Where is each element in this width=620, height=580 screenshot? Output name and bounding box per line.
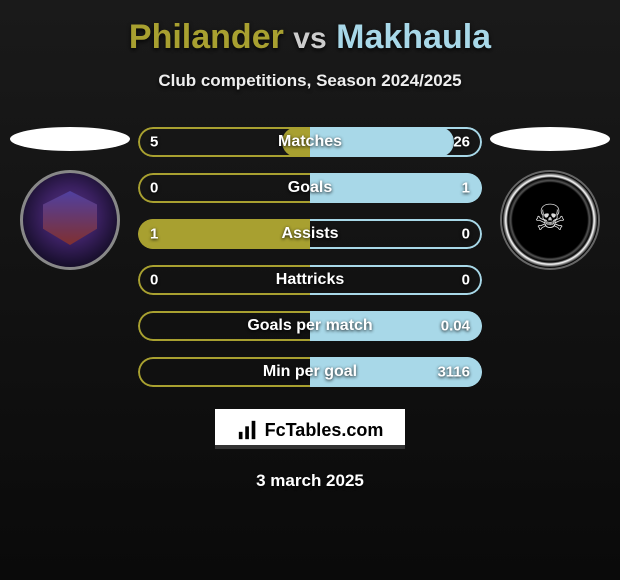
stat-row: Goals 0 1 — [138, 173, 482, 203]
stat-row: Hattricks 0 0 — [138, 265, 482, 295]
flag-right — [490, 127, 610, 151]
date-text: 3 march 2025 — [256, 471, 364, 491]
bar-chart-icon — [237, 419, 259, 441]
stat-value-right: 0 — [462, 226, 470, 243]
stat-value-right: 1 — [462, 180, 470, 197]
stat-label: Min per goal — [263, 363, 357, 381]
stat-value-left: 0 — [150, 272, 158, 289]
stat-row: Goals per match 0.04 — [138, 311, 482, 341]
comparison-title: Philander vs Makhaula — [129, 18, 491, 57]
stat-row: Assists 1 0 — [138, 219, 482, 249]
stat-value-left: 1 — [150, 226, 158, 243]
branding-text: FcTables.com — [265, 420, 384, 441]
club-crest-left — [20, 170, 120, 270]
vs-text: vs — [293, 22, 326, 55]
stats-column: Matches526Goals01Assists10Hattricks00Goa… — [130, 127, 490, 387]
stat-label: Hattricks — [276, 271, 344, 289]
club-crest-right — [500, 170, 600, 270]
stat-value-right: 0 — [462, 272, 470, 289]
subtitle-text: Club competitions, Season 2024/2025 — [158, 71, 461, 91]
stat-value-right: 26 — [453, 134, 470, 151]
player1-name: Philander — [129, 18, 284, 56]
branding-badge[interactable]: FcTables.com — [215, 409, 406, 449]
flag-left — [10, 127, 130, 151]
stat-label: Goals per match — [247, 317, 372, 335]
stat-label: Matches — [278, 133, 342, 151]
stat-label: Assists — [282, 225, 339, 243]
stat-value-right: 3116 — [437, 364, 470, 381]
player2-name: Makhaula — [336, 18, 491, 56]
stat-row: Matches 5 26 — [138, 127, 482, 157]
stat-value-left: 0 — [150, 180, 158, 197]
stat-value-left: 5 — [150, 134, 158, 151]
stat-value-right: 0.04 — [441, 318, 470, 335]
stat-row: Min per goal 3116 — [138, 357, 482, 387]
stat-label: Goals — [288, 179, 332, 197]
